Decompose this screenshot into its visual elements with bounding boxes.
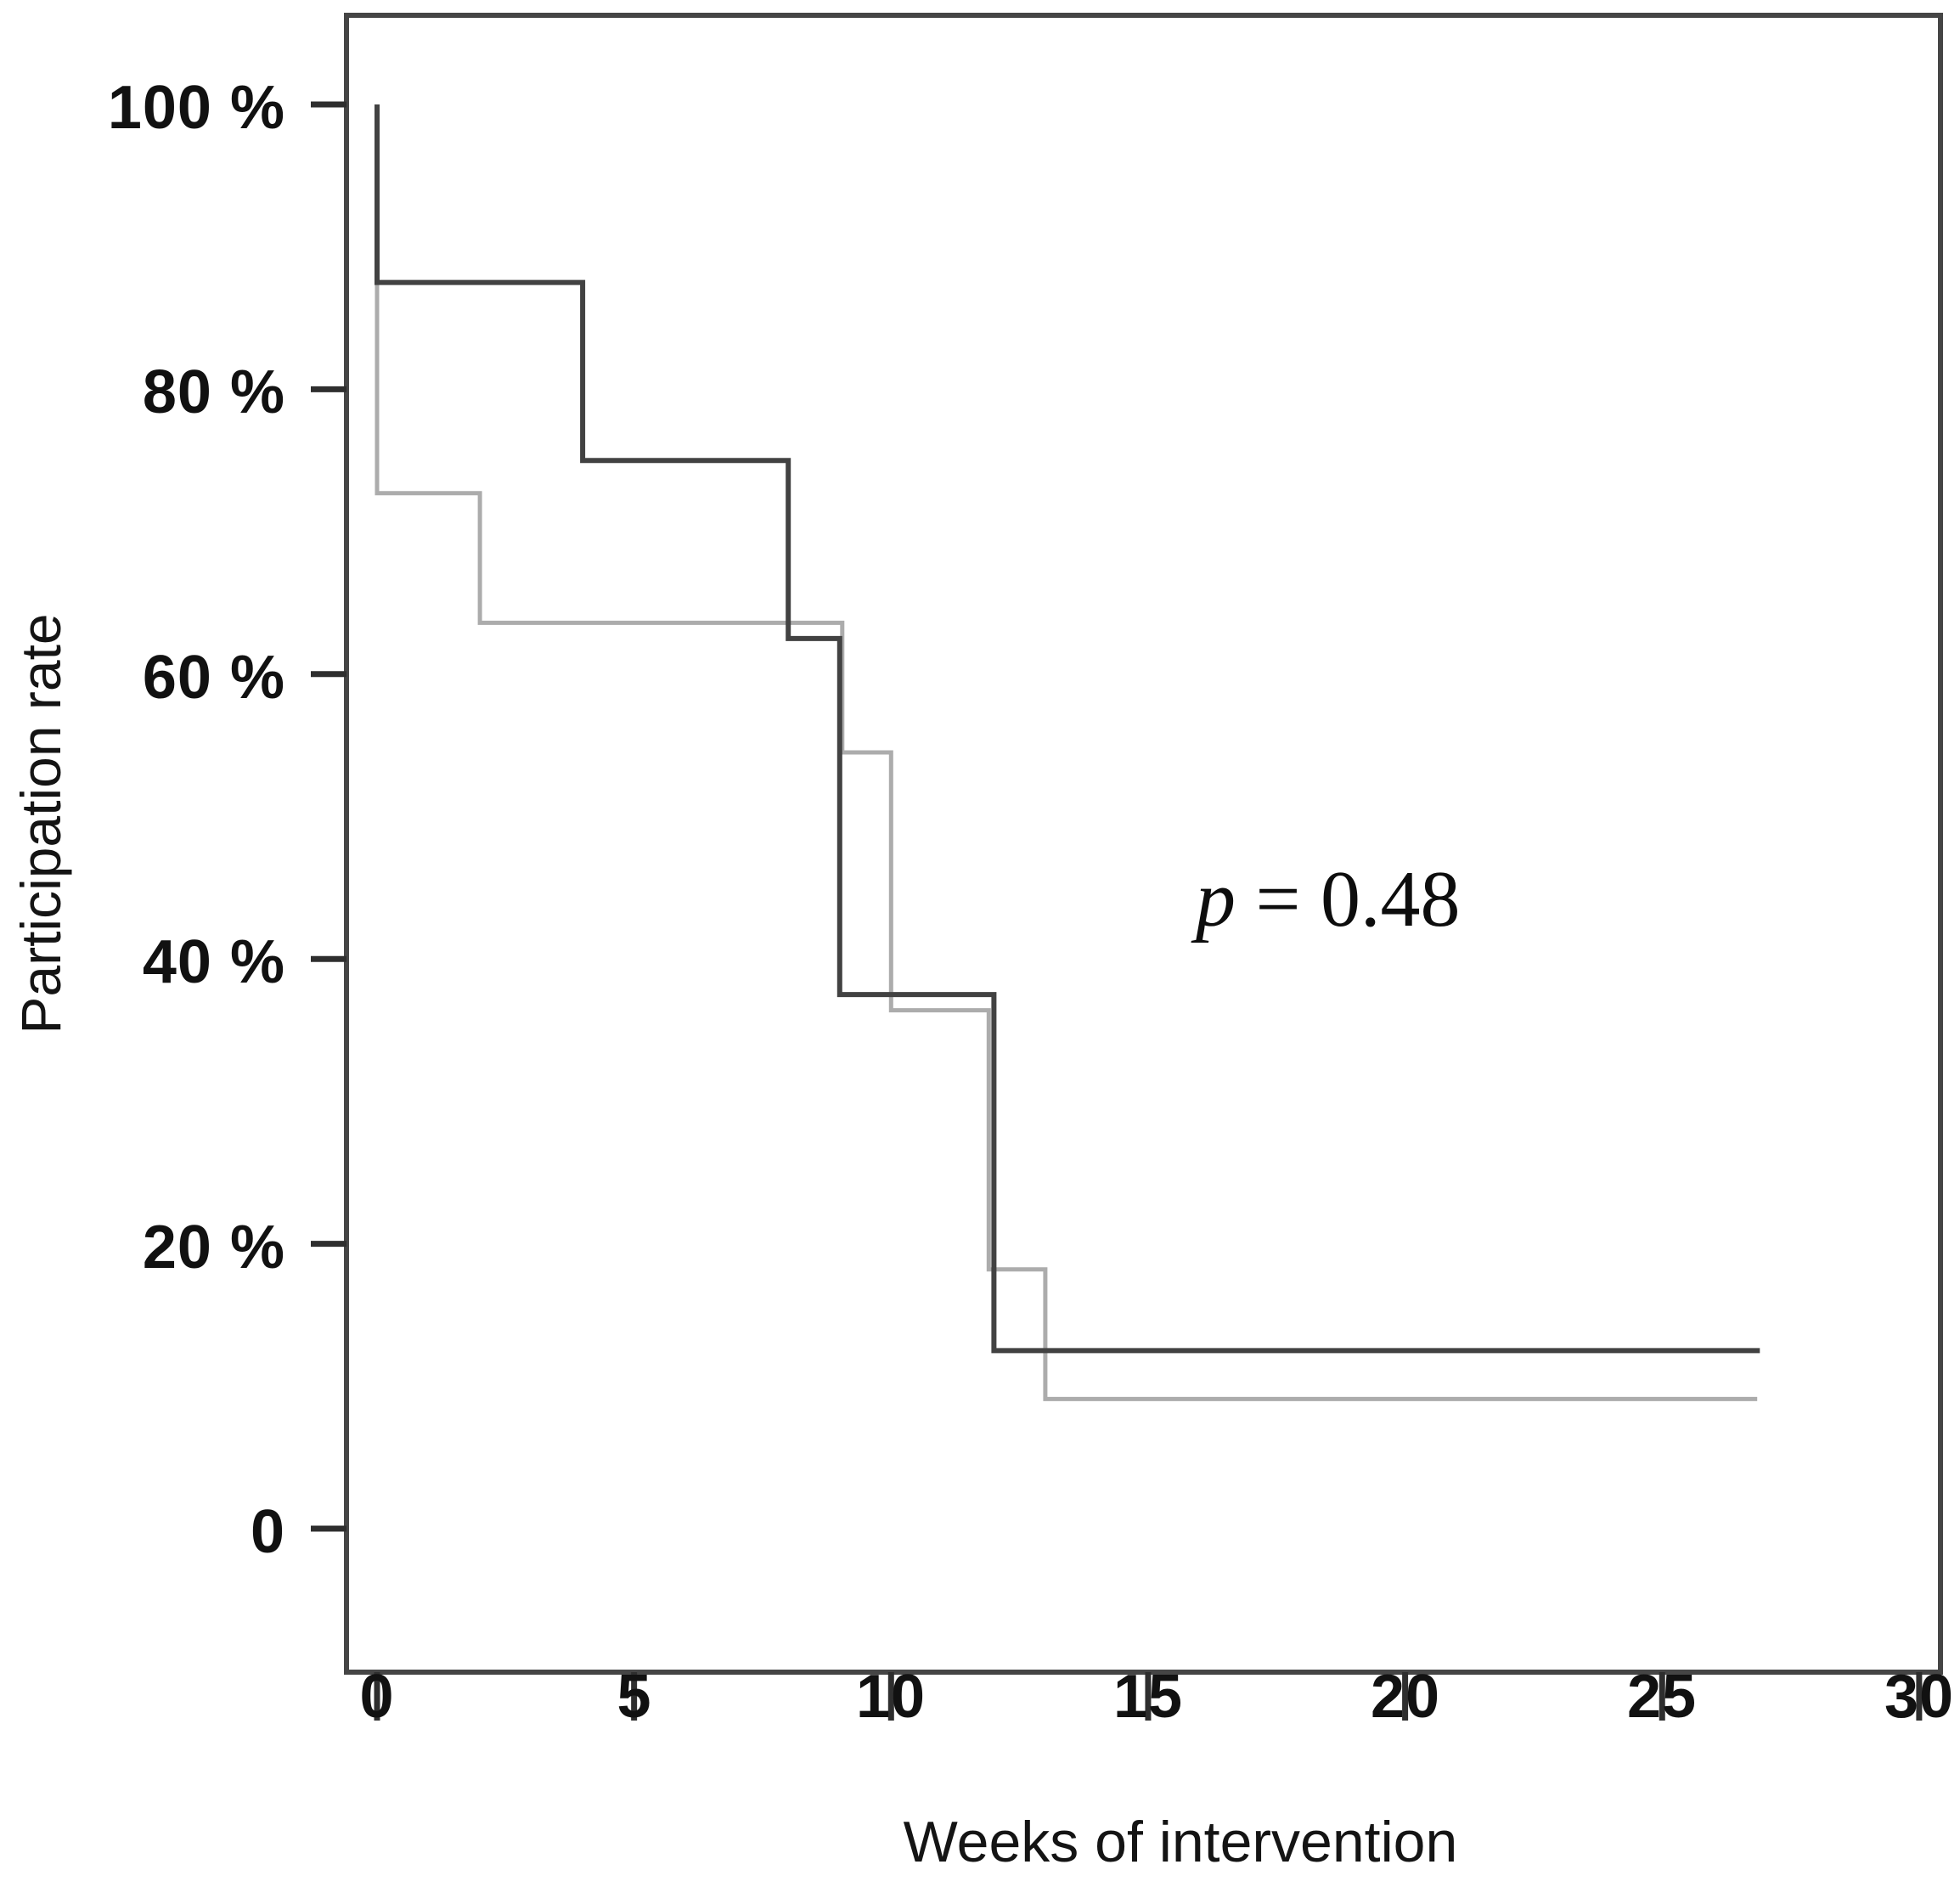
x-tick-label-20: 20 [1370, 1663, 1441, 1731]
y-tick-label-20: 20 % [142, 1214, 285, 1281]
p-symbol: p [1196, 855, 1236, 944]
x-tick-label-10: 10 [855, 1663, 926, 1731]
y-axis-title: Participation rate [9, 613, 72, 1034]
x-tick-label-30: 30 [1884, 1663, 1955, 1731]
y-tick-label-80: 80 % [142, 358, 285, 426]
x-axis-title: Weeks of intervention [903, 1810, 1458, 1874]
y-tick-label-60: 60 % [142, 644, 285, 712]
p-value-text: = 0.48 [1236, 855, 1461, 944]
p-value-annotation: p = 0.48 [1196, 858, 1461, 942]
x-tick-label-5: 5 [617, 1663, 652, 1731]
survival-curve-darker-gray-group [375, 104, 1760, 1354]
plot-frame [344, 13, 1943, 1675]
y-tick-label-40: 40 % [142, 928, 285, 996]
x-tick-label-0: 0 [359, 1663, 395, 1731]
y-tick-label-0: 0 [250, 1498, 285, 1566]
y-tick-label-100: 100 % [107, 74, 285, 142]
x-tick-label-25: 25 [1626, 1663, 1698, 1731]
x-tick-label-15: 15 [1112, 1663, 1184, 1731]
survival-curve-lighter-gray-group [375, 104, 1758, 1401]
